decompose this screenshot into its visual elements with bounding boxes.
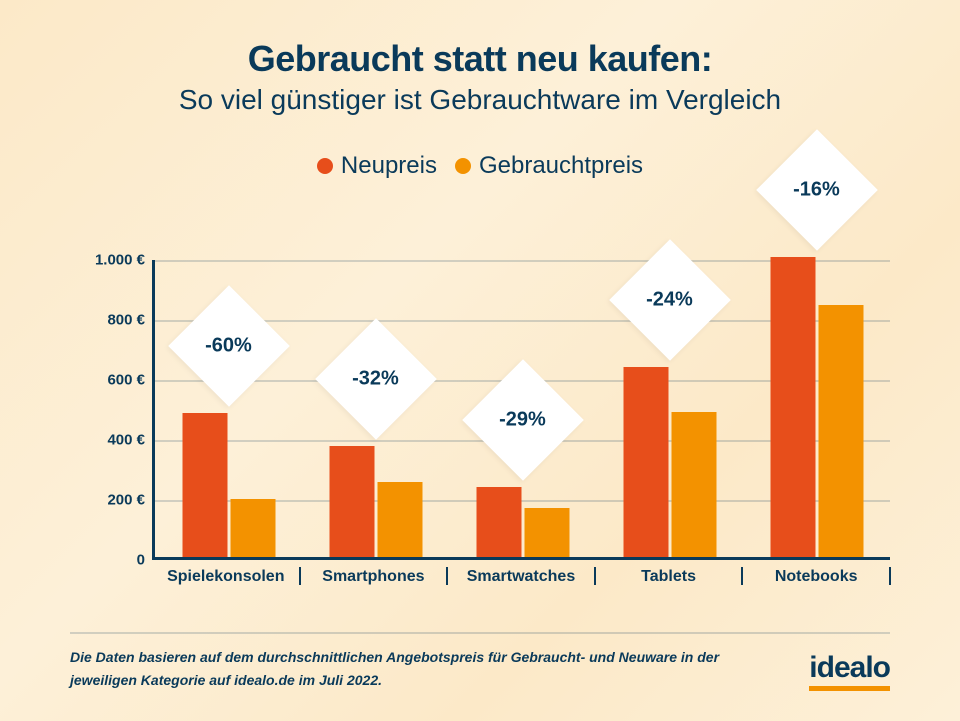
- bar-group: -24%: [596, 260, 743, 557]
- footer: Die Daten basieren auf dem durchschnittl…: [70, 632, 890, 691]
- bar-group: -16%: [743, 260, 890, 557]
- legend-label: Neupreis: [341, 152, 437, 180]
- x-tick-label: Tablets: [595, 568, 743, 586]
- y-tick-label: 0: [70, 552, 145, 569]
- x-tick-label: Notebooks: [742, 568, 890, 586]
- title-sub: So viel günstiger ist Gebrauchtware im V…: [0, 84, 960, 116]
- x-axis-labels: SpielekonsolenSmartphonesSmartwatchesTab…: [152, 568, 890, 586]
- x-tick-label: Smartwatches: [447, 568, 595, 586]
- legend-item-gebraucht: Gebrauchtpreis: [455, 152, 643, 180]
- savings-badge-label: -24%: [610, 288, 730, 311]
- title-block: Gebraucht statt neu kaufen: So viel güns…: [0, 0, 960, 116]
- y-tick-label: 400 €: [70, 432, 145, 449]
- x-tick-label: Spielekonsolen: [152, 568, 300, 586]
- title-main: Gebraucht statt neu kaufen:: [0, 38, 960, 80]
- brand-logo: idealo: [809, 651, 890, 691]
- x-separator: [741, 567, 743, 585]
- savings-badge-label: -16%: [757, 179, 877, 202]
- savings-badge-label: -32%: [316, 368, 436, 391]
- chart: 0200 €400 €600 €800 €1.000 € -60%-32%-29…: [70, 260, 890, 590]
- y-tick-label: 200 €: [70, 492, 145, 509]
- bars: [329, 446, 422, 557]
- bar-gebraucht: [377, 482, 422, 557]
- bar-gebraucht: [524, 508, 569, 558]
- bar-gebraucht: [671, 412, 716, 558]
- bar-neu: [476, 487, 521, 558]
- bar-group: -29%: [449, 260, 596, 557]
- legend-dot-icon: [455, 158, 471, 174]
- legend-dot-icon: [317, 158, 333, 174]
- x-separator: [594, 567, 596, 585]
- bars: [623, 367, 716, 558]
- bar-gebraucht: [230, 499, 275, 558]
- infographic: Gebraucht statt neu kaufen: So viel güns…: [0, 0, 960, 721]
- footnote: Die Daten basieren auf dem durchschnittl…: [70, 646, 730, 691]
- bar-groups: -60% -32% -29% -24% -16%: [155, 260, 890, 557]
- bar-gebraucht: [818, 305, 863, 557]
- bar-group: -60%: [155, 260, 302, 557]
- plot-area: -60% -32% -29% -24% -16%: [152, 260, 890, 560]
- x-tick-label: Smartphones: [300, 568, 448, 586]
- x-separator: [446, 567, 448, 585]
- y-tick-label: 600 €: [70, 372, 145, 389]
- savings-badge-label: -29%: [463, 408, 583, 431]
- bar-neu: [329, 446, 374, 557]
- bars: [476, 487, 569, 558]
- legend-item-neu: Neupreis: [317, 152, 437, 180]
- bar-group: -32%: [302, 260, 449, 557]
- savings-badge-label: -60%: [169, 335, 289, 358]
- bar-neu: [770, 257, 815, 557]
- bar-neu: [623, 367, 668, 558]
- x-separator: [299, 567, 301, 585]
- y-tick-label: 1.000 €: [70, 252, 145, 269]
- legend-label: Gebrauchtpreis: [479, 152, 643, 180]
- x-separator: [889, 567, 891, 585]
- bar-neu: [182, 413, 227, 557]
- y-tick-label: 800 €: [70, 312, 145, 329]
- bars: [770, 257, 863, 557]
- bars: [182, 413, 275, 557]
